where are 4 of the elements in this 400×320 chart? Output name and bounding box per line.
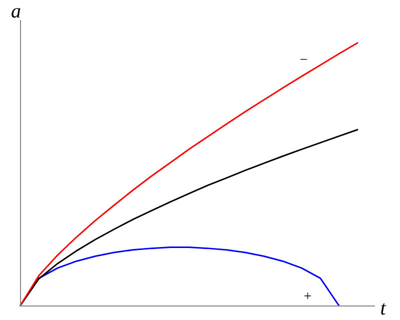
series-label: + (304, 290, 312, 305)
y-axis-title: a (11, 0, 21, 22)
x-axis-title: t (380, 297, 386, 320)
series-label: − (300, 52, 308, 68)
